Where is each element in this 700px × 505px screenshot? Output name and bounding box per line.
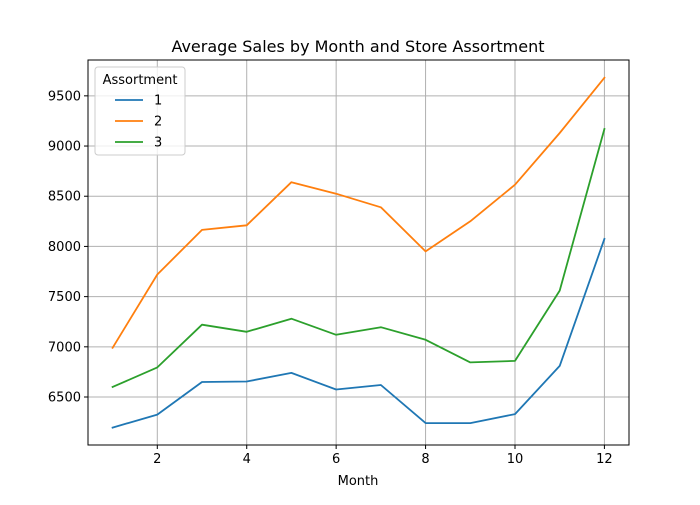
legend-title: Assortment	[103, 73, 178, 88]
legend: Assortment 1 2 3	[94, 66, 186, 156]
x-tick-label-4: 10	[507, 452, 524, 467]
legend-label-2: 2	[154, 115, 162, 130]
legend-label-1: 1	[154, 94, 162, 109]
y-tick-label-2: 7500	[48, 290, 81, 305]
y-tick-label-1: 7000	[48, 340, 81, 355]
series-line-2	[111, 76, 606, 350]
y-tick-label-0: 6500	[48, 391, 81, 406]
plot-frame	[87, 59, 630, 446]
series-line-3	[111, 127, 606, 389]
series-lines	[111, 76, 606, 429]
x-tick-label-5: 12	[596, 452, 613, 467]
chart-title: Average Sales by Month and Store Assortm…	[171, 37, 544, 56]
legend-label-3: 3	[154, 136, 162, 151]
x-tick-label-3: 8	[421, 452, 429, 467]
x-tick-label-0: 2	[153, 452, 161, 467]
x-tick-label-1: 4	[243, 452, 251, 467]
x-axis-label: Month	[338, 474, 379, 489]
legend-box	[94, 66, 186, 156]
x-tick-label-2: 6	[332, 452, 340, 467]
y-tick-label-6: 9500	[48, 89, 81, 104]
series-line-1	[111, 237, 606, 429]
y-tick-label-5: 9000	[48, 140, 81, 155]
y-tick-label-3: 8000	[48, 240, 81, 255]
y-tick-label-4: 8500	[48, 190, 81, 205]
